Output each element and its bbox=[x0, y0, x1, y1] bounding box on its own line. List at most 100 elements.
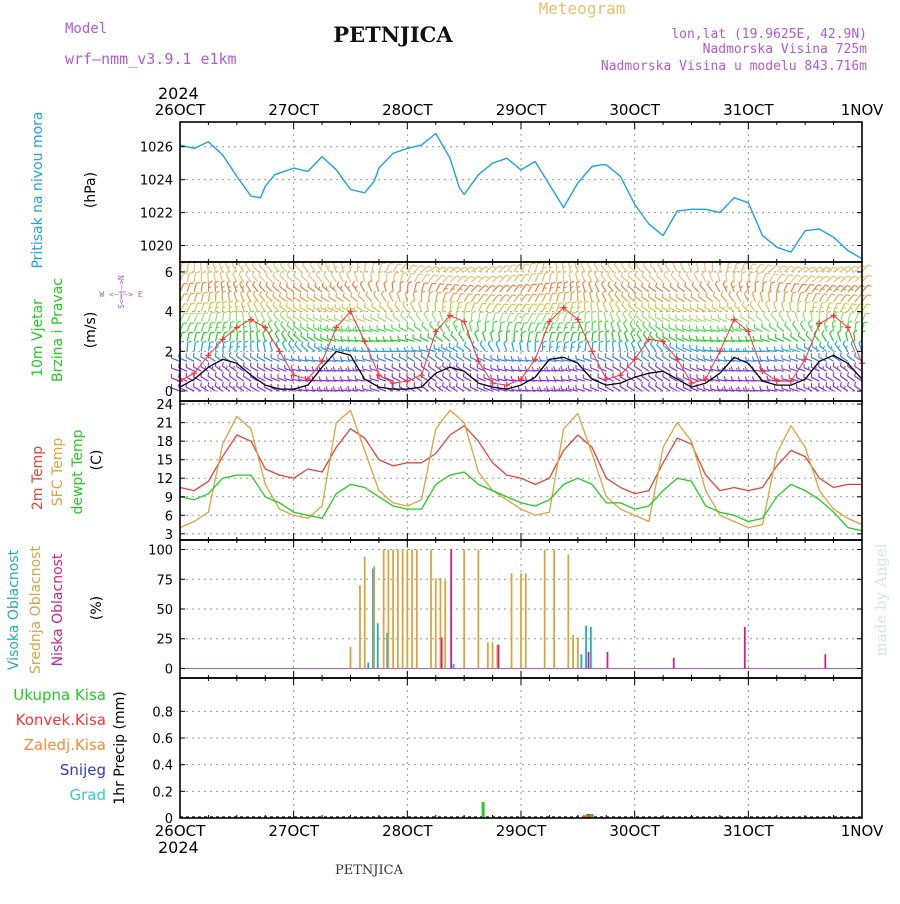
wind-barb-flag bbox=[492, 266, 496, 268]
wind-barb bbox=[621, 276, 628, 282]
wind-barb-flag bbox=[818, 285, 822, 286]
wind-barb-flag bbox=[613, 353, 614, 357]
wind-barb bbox=[399, 377, 407, 381]
wind-barb bbox=[627, 386, 635, 391]
wind-barb-flag bbox=[840, 372, 841, 376]
wind-barb bbox=[615, 265, 621, 272]
wind-barb-flag bbox=[573, 322, 577, 323]
wind-barb bbox=[588, 274, 592, 282]
wind-barb-flag bbox=[504, 376, 505, 380]
wind-barb bbox=[521, 314, 525, 322]
wind-barb-flag bbox=[229, 286, 231, 288]
wind-barb-flag bbox=[300, 303, 301, 307]
wind-barb bbox=[657, 345, 663, 351]
wind-barb-flag bbox=[655, 303, 656, 307]
wind-barb bbox=[649, 326, 656, 332]
wind-barb-flag bbox=[547, 357, 548, 361]
wind-barb bbox=[386, 317, 394, 322]
wind-barb bbox=[609, 304, 613, 312]
wind-barb bbox=[414, 274, 418, 282]
wind-barb-flag bbox=[798, 267, 801, 269]
wind-barb-flag bbox=[738, 386, 739, 390]
wind-barb-flag bbox=[819, 353, 820, 357]
wind-barb-flag bbox=[846, 346, 848, 348]
wind-barb bbox=[287, 325, 294, 331]
wind-barb bbox=[273, 305, 280, 311]
wind-barb-flag bbox=[203, 292, 207, 293]
wind-barb bbox=[266, 276, 273, 282]
wind-barb bbox=[656, 386, 664, 391]
wind-barb-flag bbox=[814, 302, 818, 303]
temperature-ytick-label: 3 bbox=[165, 528, 173, 543]
wind-barb-flag bbox=[438, 321, 440, 324]
wind-barb-flag bbox=[211, 332, 215, 333]
station-title: PETNJICA bbox=[333, 22, 453, 47]
wind-barb bbox=[704, 263, 705, 272]
wind-barb-flag bbox=[470, 285, 474, 286]
wind-barb-flag bbox=[852, 304, 856, 305]
wind-barb bbox=[267, 305, 273, 312]
wind-barb-flag bbox=[710, 337, 711, 341]
wind-barb-flag bbox=[704, 365, 705, 369]
wind-barb bbox=[798, 336, 805, 342]
wind-barb bbox=[252, 265, 258, 272]
wind-barb-flag bbox=[498, 375, 499, 379]
wind-barb-flag bbox=[315, 283, 316, 287]
wind-barb-flag bbox=[312, 366, 313, 370]
wind-barb-flag bbox=[565, 342, 569, 343]
wind-barb bbox=[223, 313, 224, 322]
wind-barb-flag bbox=[496, 340, 499, 343]
wind-barb bbox=[608, 285, 614, 292]
wind-barb-flag bbox=[628, 302, 630, 306]
wind-barb-flag bbox=[224, 342, 228, 343]
wind-barb bbox=[187, 294, 191, 302]
wind-barb bbox=[469, 323, 471, 332]
wind-barb bbox=[631, 333, 635, 341]
wind-barb bbox=[557, 293, 559, 302]
wind-barb bbox=[625, 343, 627, 352]
wind-barb bbox=[286, 287, 293, 292]
wind-barb-flag bbox=[457, 383, 458, 387]
wind-barb bbox=[790, 303, 791, 312]
wind-barb-flag bbox=[459, 302, 463, 303]
wind-barb-flag bbox=[766, 301, 769, 304]
wind-barb-flag bbox=[343, 293, 344, 297]
wind-barb-flag bbox=[203, 282, 207, 283]
wind-barb-flag bbox=[488, 312, 492, 313]
wind-barb-flag bbox=[670, 283, 671, 287]
wind-barb-flag bbox=[837, 366, 838, 369]
wind-barb-flag bbox=[833, 285, 837, 287]
wind-barb-flag bbox=[333, 286, 334, 289]
wind-barb-flag bbox=[460, 289, 463, 290]
model-altitude-label: Nadmorska Visina u modelu 843.716m bbox=[601, 59, 867, 74]
wind-barb-flag bbox=[307, 333, 308, 337]
wind-barb-flag bbox=[341, 386, 342, 390]
wind-barb bbox=[655, 297, 663, 302]
wind-barb bbox=[407, 274, 411, 282]
wind-barb-flag bbox=[428, 333, 429, 337]
wind-barb-flag bbox=[753, 264, 757, 265]
wind-barb-flag bbox=[712, 303, 713, 307]
wind-barb bbox=[521, 333, 522, 342]
wind-barb-flag bbox=[551, 272, 555, 273]
wind-barb-flag bbox=[599, 331, 603, 332]
wind-barb-flag bbox=[242, 286, 244, 288]
wind-barb bbox=[259, 285, 265, 292]
wind-barb bbox=[477, 323, 478, 332]
wind-barb-flag bbox=[806, 267, 809, 269]
wind-barb-flag bbox=[826, 353, 827, 357]
wind-barb bbox=[684, 297, 692, 302]
wind-barb-flag bbox=[259, 282, 261, 286]
wind-barb-flag bbox=[642, 362, 643, 366]
wind-barb-flag bbox=[215, 382, 216, 386]
wind-barb-flag bbox=[280, 272, 281, 276]
wind-barb-flag bbox=[414, 382, 415, 386]
wind-barb-flag bbox=[670, 363, 671, 367]
wind-barb-flag bbox=[826, 373, 827, 377]
wind-barb-flag bbox=[328, 266, 330, 268]
wind-barb bbox=[741, 317, 749, 322]
wind-barb-flag bbox=[280, 312, 282, 316]
wind-barb-flag bbox=[436, 382, 437, 386]
wind-barb-flag bbox=[532, 386, 533, 390]
wind-barb bbox=[655, 317, 663, 322]
